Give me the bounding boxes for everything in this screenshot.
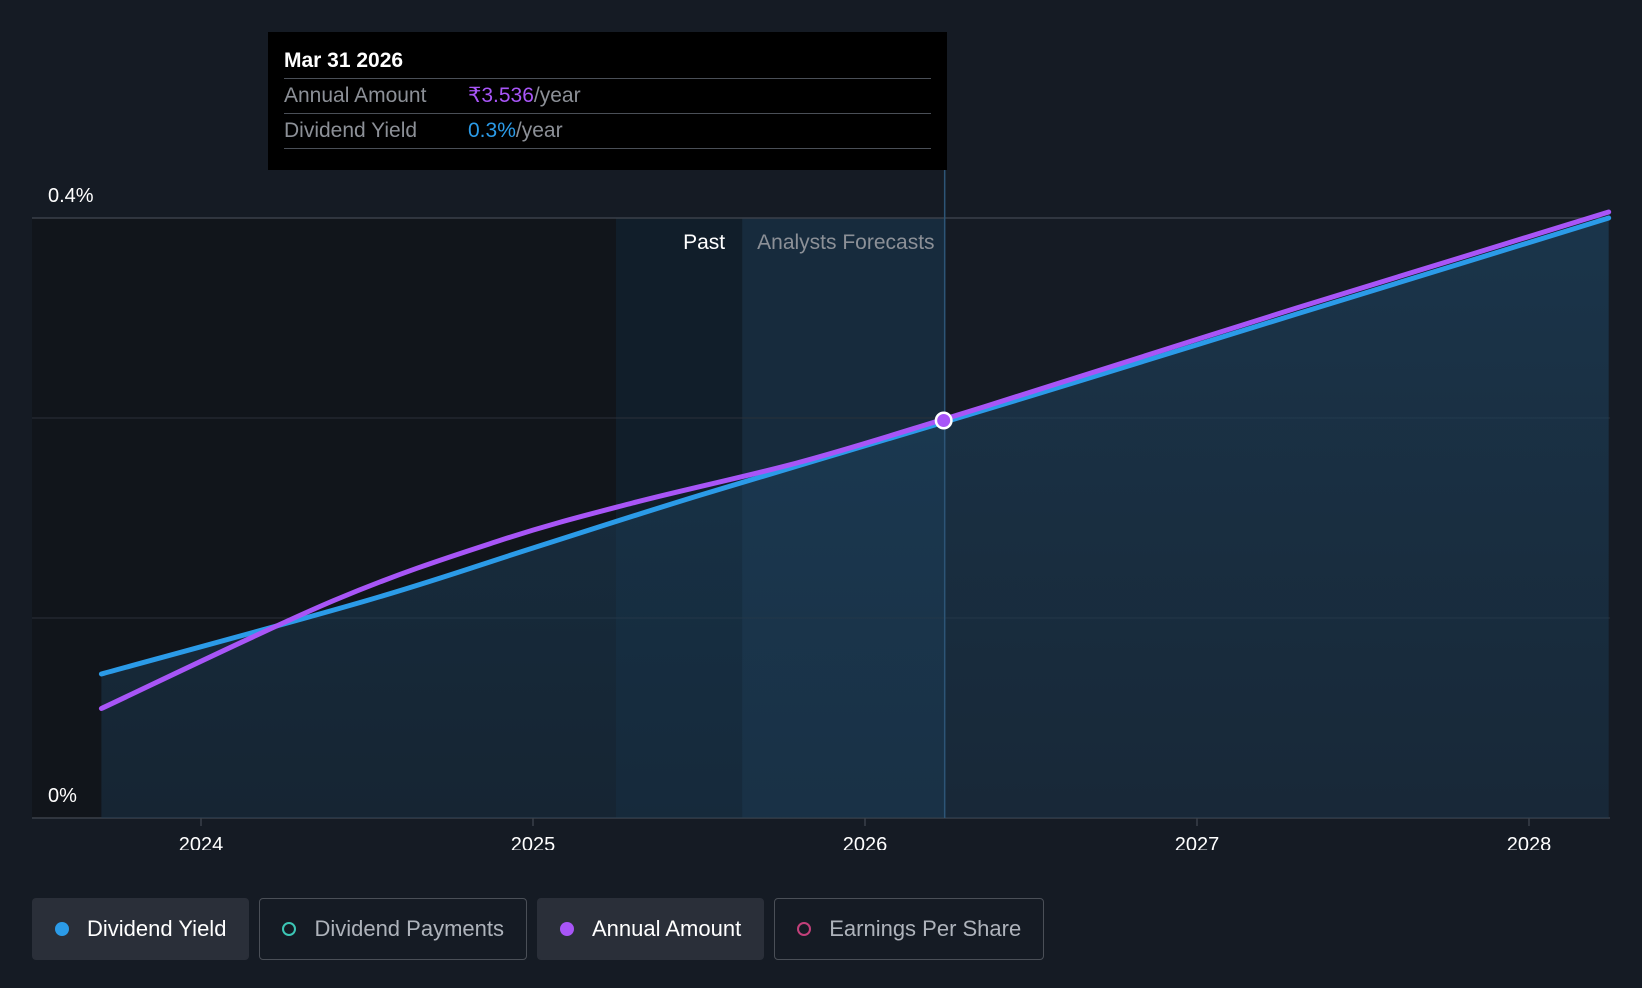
tooltip-label: Annual Amount — [284, 84, 427, 107]
legend-dividend-yield[interactable]: Dividend Yield — [32, 898, 250, 960]
dividend-yield-area — [101, 218, 1609, 818]
past-label: Past — [683, 231, 725, 254]
legend-dot-icon — [559, 922, 574, 936]
dividend-yield-line — [98, 215, 1612, 677]
tooltip-row-dividend-yield: Dividend Yield 0.3% /year — [284, 113, 931, 149]
chart-tooltip: Mar 31 2026 Annual Amount ₹3.536 /year D… — [268, 32, 947, 170]
x-tick-label: 2028 — [1507, 834, 1552, 850]
x-tick-label: 2026 — [843, 834, 888, 850]
x-tick-label: 2025 — [511, 834, 556, 850]
y-tick-label: 0% — [48, 785, 77, 807]
x-tick-label: 2024 — [179, 834, 224, 850]
annual-amount-line — [98, 209, 1612, 711]
tooltip-value: 0.3% — [468, 119, 516, 142]
tooltip-row-annual-amount: Annual Amount ₹3.536 /year — [284, 78, 931, 113]
legend-label: Dividend Payments — [314, 916, 504, 941]
chart-legend: Dividend Yield Dividend Payments Annual … — [32, 898, 1045, 960]
legend-annual-amount[interactable]: Annual Amount — [536, 898, 765, 960]
tooltip-date: Mar 31 2026 — [284, 49, 404, 72]
y-tick-label: 0.4% — [48, 185, 94, 207]
legend-ring-icon — [797, 922, 812, 936]
tooltip-value: ₹3.536 — [468, 84, 534, 107]
legend-dividend-payments[interactable]: Dividend Payments — [259, 898, 527, 960]
tooltip-label: Dividend Yield — [284, 119, 418, 142]
legend-earnings-per-share[interactable]: Earnings Per Share — [774, 898, 1045, 960]
legend-label: Annual Amount — [591, 916, 742, 941]
highlight-marker — [937, 414, 951, 427]
legend-dot-icon — [55, 922, 69, 936]
tooltip-unit: /year — [515, 119, 563, 142]
tooltip-unit: /year — [533, 84, 581, 107]
legend-label: Earnings Per Share — [829, 916, 1022, 941]
x-tick-label: 2027 — [1175, 834, 1220, 850]
legend-ring-icon — [282, 922, 297, 936]
dividend-chart: 2024 2025 2026 2027 2028 0.4% 0% Past Analysts F… — [32, 170, 1612, 850]
legend-label: Dividend Yield — [87, 916, 227, 941]
forecast-label: Analysts Forecasts — [757, 231, 934, 254]
